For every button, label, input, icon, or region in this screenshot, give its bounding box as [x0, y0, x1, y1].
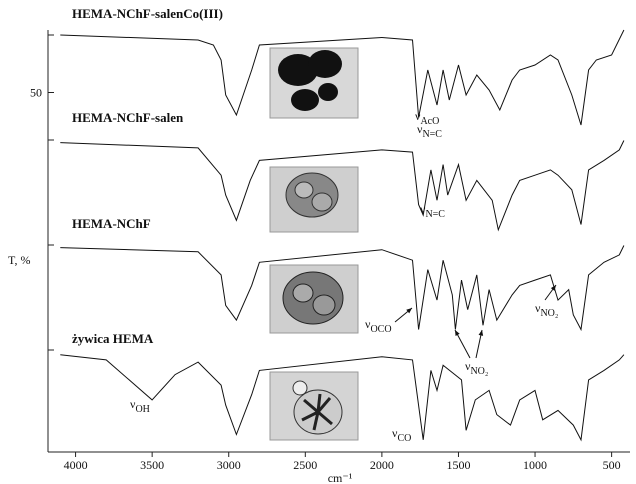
- y-axis-label: T, %: [8, 253, 30, 267]
- x-tick-label: 4000: [64, 458, 88, 472]
- annotation-subscript: OCO: [370, 324, 391, 335]
- y-tick-label: 50: [30, 86, 42, 100]
- annotation: νOH: [130, 397, 150, 415]
- annotation: νN=C: [420, 202, 445, 220]
- annotation-subscript: AcO: [420, 116, 439, 127]
- annotation: νNO₂: [535, 301, 558, 319]
- panel-title: HEMA-NChF-salen: [72, 110, 184, 125]
- panel-title: żywica HEMA: [72, 331, 154, 346]
- inset-image: [270, 48, 358, 118]
- x-tick-label: 500: [603, 458, 621, 472]
- annotation-subscript: N=C: [422, 129, 442, 140]
- annotation-subscript: CO: [397, 433, 411, 444]
- annotation: νOCO: [365, 317, 392, 335]
- inset-image: [270, 167, 358, 232]
- annotation-subscript: N=C: [425, 209, 445, 220]
- annotation-subscript: NO₂: [470, 366, 488, 377]
- x-axis-label: cm⁻¹: [328, 471, 353, 484]
- annotation: νNO₂: [465, 359, 488, 377]
- panel-title: HEMA-NChF: [72, 216, 151, 231]
- x-tick-label: 1500: [446, 458, 470, 472]
- x-tick-label: 2500: [293, 458, 317, 472]
- x-tick-label: 1000: [523, 458, 547, 472]
- inset-image: [270, 265, 358, 333]
- annotation: νCO: [392, 426, 411, 444]
- arrow-head: [479, 330, 484, 336]
- chart: HEMA-NChF-salenCo(III)50νAcOνN=CHEMA-NCh…: [0, 0, 636, 484]
- panel-title: HEMA-NChF-salenCo(III): [72, 6, 223, 21]
- x-tick-label: 3500: [140, 458, 164, 472]
- inset-image: [270, 372, 358, 440]
- annotation-subscript: OH: [135, 404, 149, 415]
- x-tick-label: 3000: [217, 458, 241, 472]
- annotation-subscript: NO₂: [540, 308, 558, 319]
- x-tick-label: 2000: [370, 458, 394, 472]
